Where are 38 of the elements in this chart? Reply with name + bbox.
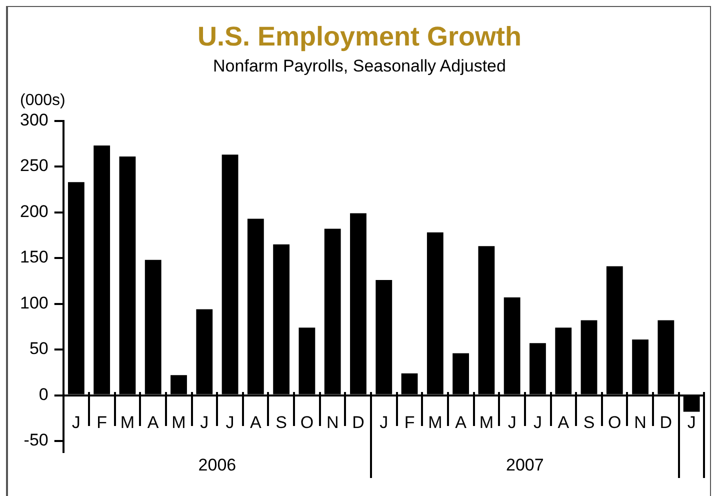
y-axis-title: (000s)	[20, 92, 66, 110]
y-tick-label: 150	[20, 248, 48, 267]
y-tick-label: 200	[20, 202, 48, 221]
x-tick-label: A	[147, 413, 160, 432]
x-tick-label: J	[380, 413, 388, 432]
y-tick-label: 300	[20, 110, 48, 130]
x-tick-label: M	[428, 413, 442, 432]
x-tick-label: D	[660, 413, 672, 432]
x-tick-label: J	[200, 413, 209, 432]
x-tick-label: J	[533, 413, 542, 432]
x-tick-label: A	[250, 413, 262, 432]
x-tick-label: A	[558, 413, 570, 432]
y-tick-label: 0	[38, 384, 48, 404]
x-tick-label: S	[276, 413, 287, 432]
x-tick-label: F	[96, 413, 108, 432]
chart-title: U.S. Employment Growth	[197, 22, 522, 52]
x-tick-label: J	[687, 413, 696, 432]
x-tick-label: S	[583, 413, 595, 432]
x-tick-label: M	[479, 413, 494, 432]
x-tick-label: D	[352, 413, 364, 432]
x-tick-label: M	[120, 413, 135, 432]
x-tick-label: O	[608, 413, 622, 432]
text: 2006	[198, 456, 236, 475]
y-tick-label: 250	[20, 156, 48, 176]
x-tick-label: O	[300, 413, 314, 432]
x-tick-label: A	[455, 413, 468, 432]
x-tick-label: J	[508, 413, 516, 432]
x-tick-label: M	[172, 413, 186, 432]
x-tick-label: N	[634, 413, 646, 432]
x-tick-label: J	[72, 413, 80, 432]
y-tick-label: 50	[29, 339, 48, 358]
text: 2007	[506, 456, 544, 475]
y-tick-label: -50	[24, 430, 48, 450]
chart-subtitle: Nonfarm Payrolls, Seasonally Adjusted	[213, 56, 506, 76]
x-tick-label: F	[404, 413, 415, 432]
y-tick-label: 100	[20, 293, 48, 312]
x-tick-label: J	[226, 413, 234, 432]
x-tick-label: N	[326, 413, 339, 432]
